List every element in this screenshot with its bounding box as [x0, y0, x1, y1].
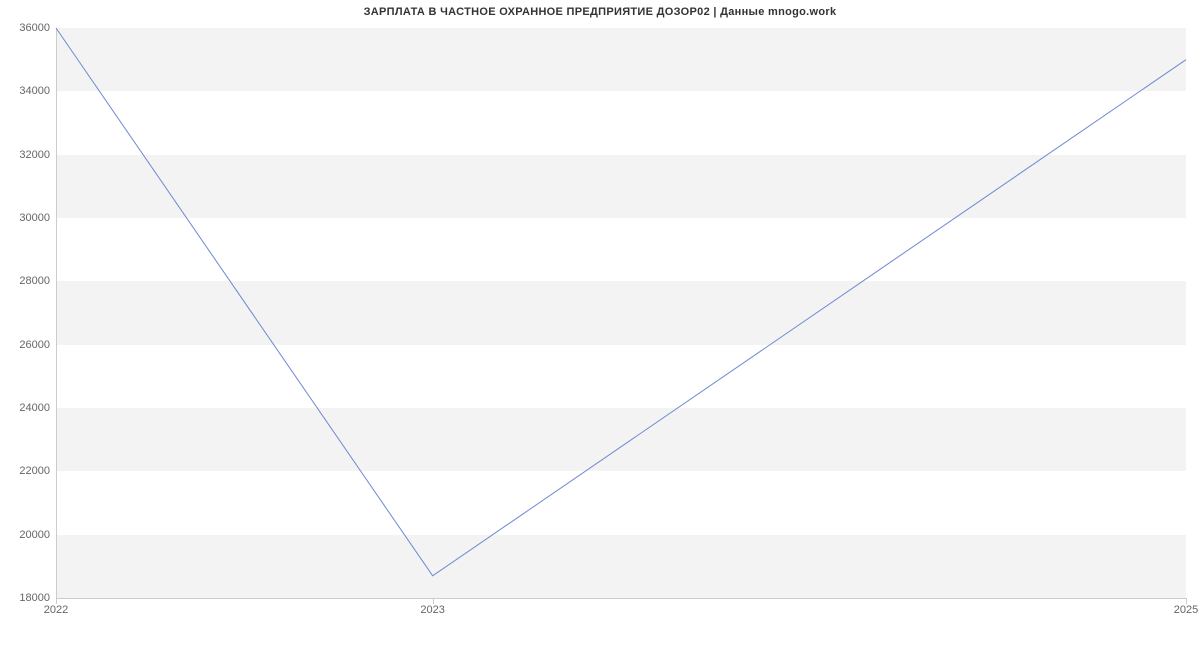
- salary-line-chart: ЗАРПЛАТА В ЧАСТНОЕ ОХРАННОЕ ПРЕДПРИЯТИЕ …: [0, 0, 1200, 650]
- series-line-salary: [56, 28, 1186, 576]
- y-tick-label: 32000: [19, 149, 56, 161]
- y-tick-label: 28000: [19, 275, 56, 287]
- x-tick-label: 2022: [44, 598, 68, 616]
- y-tick-label: 22000: [19, 465, 56, 477]
- y-tick-label: 36000: [19, 22, 56, 34]
- plot-area: 1800020000220002400026000280003000032000…: [56, 28, 1186, 598]
- chart-title: ЗАРПЛАТА В ЧАСТНОЕ ОХРАННОЕ ПРЕДПРИЯТИЕ …: [0, 6, 1200, 18]
- y-tick-label: 26000: [19, 339, 56, 351]
- y-tick-label: 30000: [19, 212, 56, 224]
- x-tick-label: 2023: [420, 598, 444, 616]
- x-tick-label: 2025: [1174, 598, 1198, 616]
- y-tick-label: 20000: [19, 529, 56, 541]
- y-tick-label: 34000: [19, 85, 56, 97]
- x-axis-line: [56, 598, 1186, 599]
- y-tick-label: 24000: [19, 402, 56, 414]
- series-svg: [56, 28, 1186, 598]
